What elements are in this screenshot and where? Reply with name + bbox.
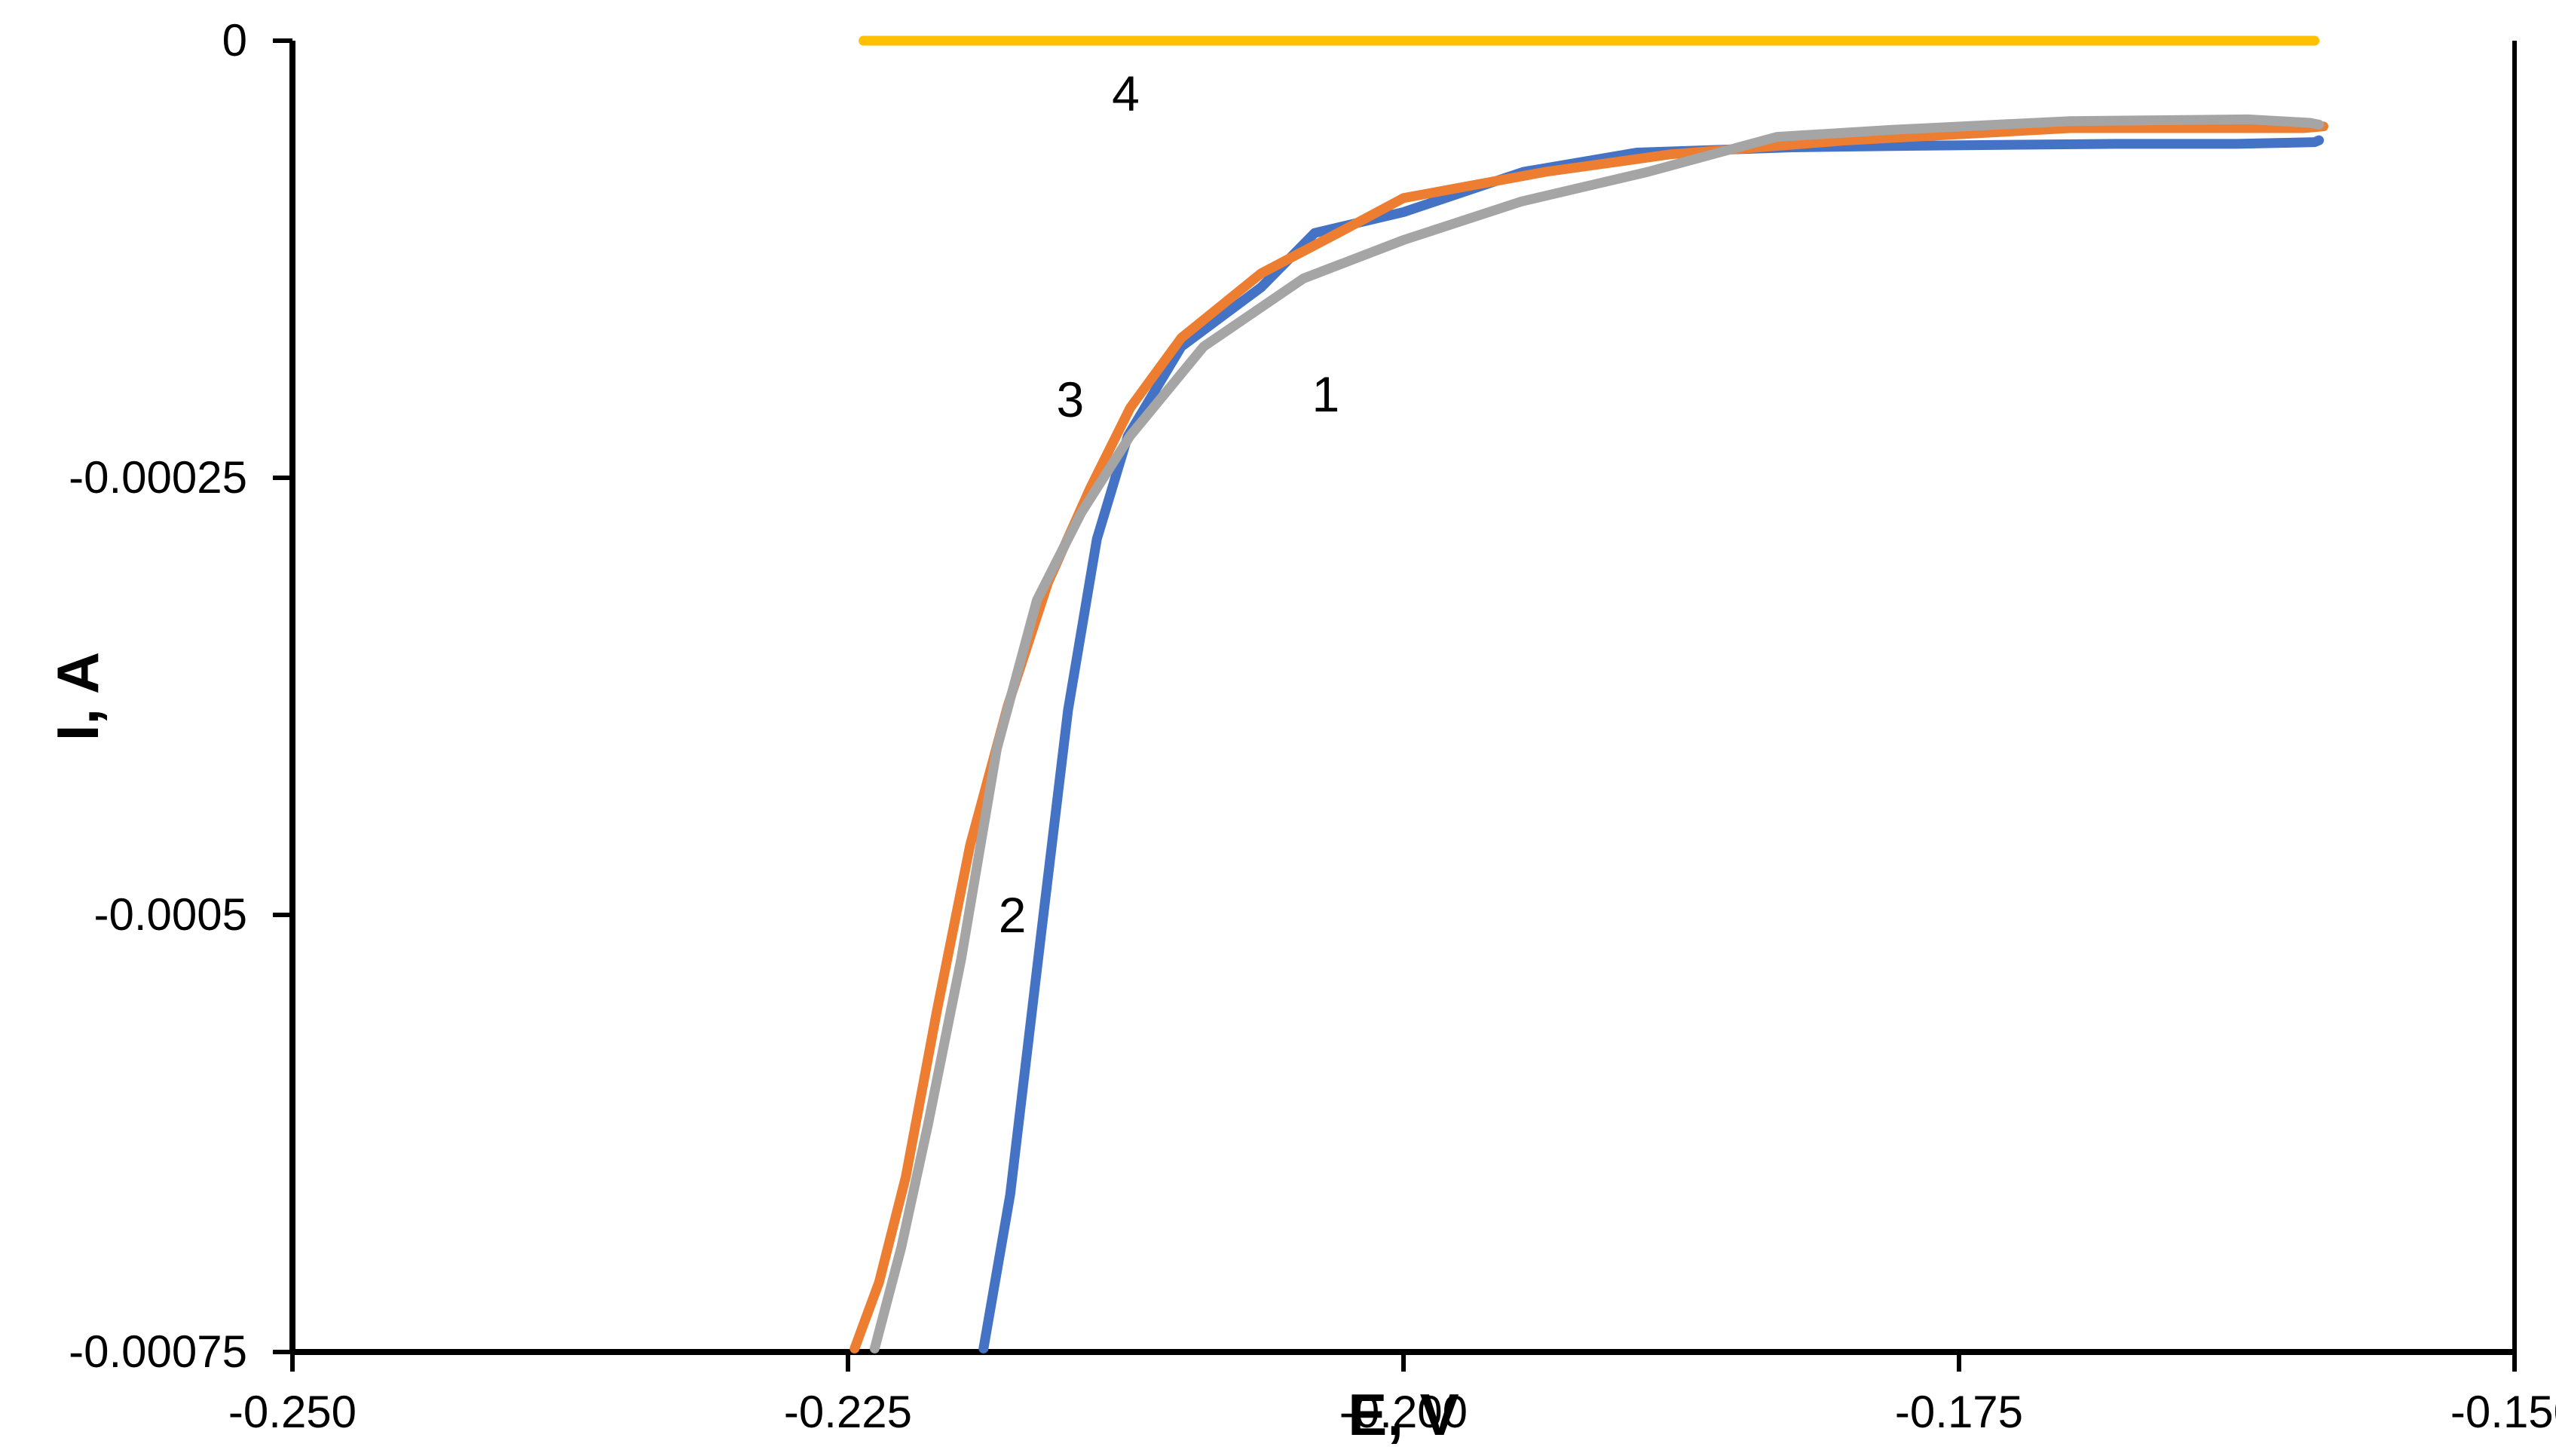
series-line-3 <box>869 114 2325 1354</box>
y-axis-title: I, A <box>44 652 111 741</box>
series-lines <box>849 35 2328 1354</box>
x-tick-label: -0.175 <box>1895 1387 2023 1437</box>
y-tick-label: 0 <box>222 15 247 66</box>
y-tick-label: -0.00025 <box>69 452 247 503</box>
y-tick-label: -0.0005 <box>94 889 248 940</box>
x-axis-title: E, V <box>1348 1381 1459 1448</box>
series-label-2: 2 <box>999 887 1027 943</box>
y-ticks: 0 -0.00025 -0.0005 -0.00075 <box>69 15 292 1377</box>
x-tick-label: -0.225 <box>784 1387 912 1437</box>
series-label-3: 3 <box>1056 372 1084 427</box>
series-line-2 <box>849 121 2328 1354</box>
series-labels: 1 2 3 4 <box>999 66 1339 943</box>
y-tick-label: -0.00075 <box>69 1326 247 1377</box>
x-tick-label: -0.200 <box>1339 1387 1468 1437</box>
plot-area: -0.250 -0.225 -0.200 -0.175 -0.150 0 -0.00025… <box>69 15 2556 1437</box>
series-label-4: 4 <box>1112 66 1140 121</box>
x-ticks: -0.250 -0.225 -0.200 -0.175 -0.150 <box>228 1352 2556 1437</box>
series-label-1: 1 <box>1312 366 1339 422</box>
x-tick-label: -0.150 <box>2450 1387 2556 1437</box>
x-tick-label: -0.250 <box>228 1387 357 1437</box>
series-line-1 <box>978 135 2325 1354</box>
